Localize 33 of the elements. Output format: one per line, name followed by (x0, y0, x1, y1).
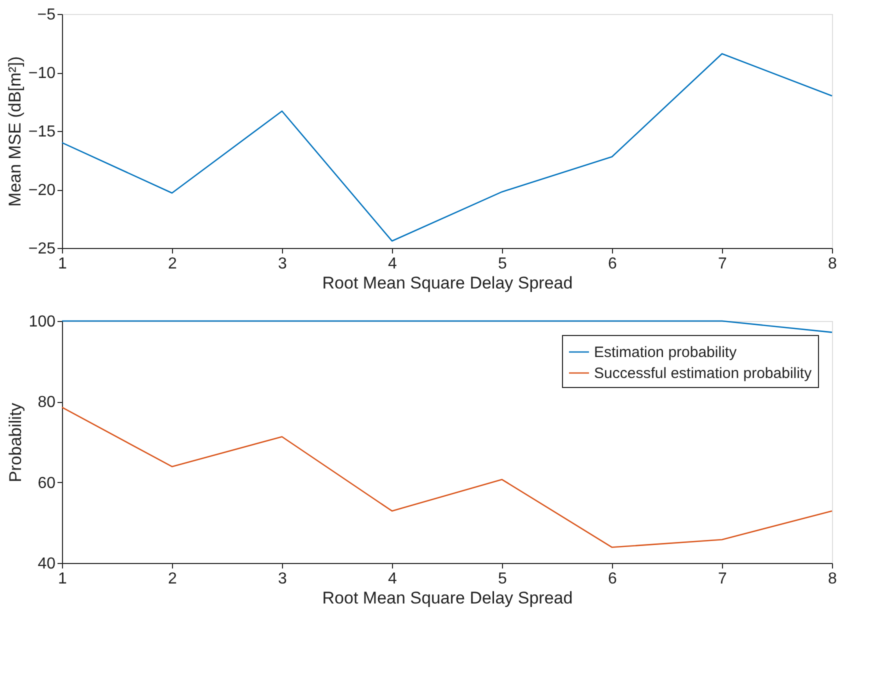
x-tick-label: 7 (718, 570, 728, 588)
x-tick-label: 7 (718, 256, 728, 272)
y-tick-label: −25 (28, 240, 56, 258)
legend-label: Estimation probability (594, 344, 738, 361)
y-axis-title: Mean MSE (dB[m²]) (5, 56, 24, 207)
y-axis-title: Probability (6, 402, 25, 482)
x-tick-label: 5 (498, 256, 508, 272)
x-tick-label: 2 (168, 256, 178, 272)
y-tick-label: 40 (38, 556, 56, 572)
y-tick-label: −5 (37, 6, 56, 24)
line-series (61, 406, 833, 548)
x-tick-label: 8 (828, 570, 838, 588)
x-tick-label: 3 (278, 570, 288, 588)
x-axis-title: Root Mean Square Delay Spread (322, 274, 573, 292)
x-tick-label: 4 (388, 256, 398, 272)
legend-label: Successful estimation probability (594, 365, 812, 382)
y-tick-label: 100 (28, 314, 56, 330)
x-tick-label: 1 (58, 570, 68, 588)
y-tick-label: 60 (38, 474, 56, 492)
x-tick-label: 2 (168, 570, 178, 588)
y-tick-label: −20 (28, 182, 56, 199)
x-tick-label: 5 (498, 570, 508, 588)
y-tick-label: −10 (28, 65, 56, 82)
line-series (61, 53, 833, 242)
x-tick-label: 4 (388, 570, 398, 588)
x-tick-label: 3 (278, 256, 288, 272)
x-tick-label: 6 (608, 570, 618, 588)
x-tick-label: 8 (828, 256, 838, 272)
x-tick-label: 1 (58, 256, 68, 272)
y-tick-label: −15 (28, 124, 56, 140)
x-axis-title: Root Mean Square Delay Spread (322, 588, 573, 608)
x-tick-label: 6 (608, 256, 618, 272)
y-tick-label: 80 (38, 394, 56, 412)
